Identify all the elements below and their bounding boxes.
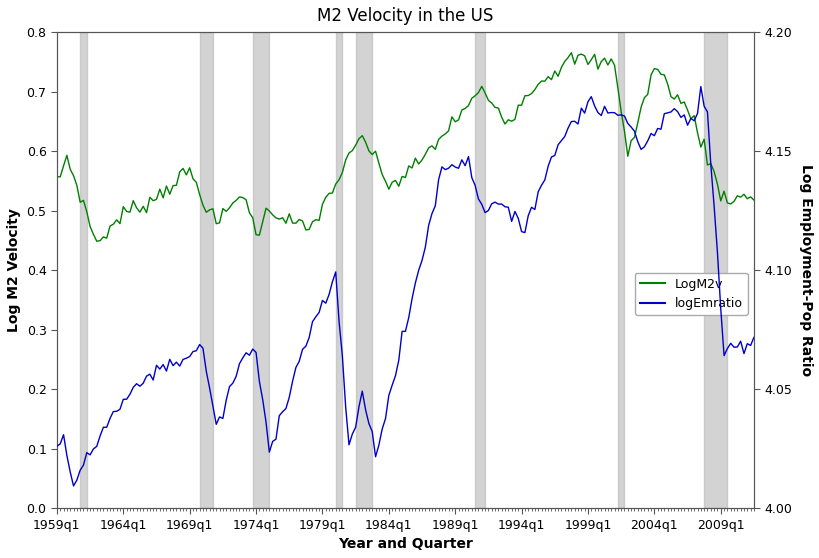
Bar xyxy=(199,32,213,508)
Bar xyxy=(80,32,87,508)
Title: M2 Velocity in the US: M2 Velocity in the US xyxy=(317,7,493,25)
Y-axis label: Log M2 Velocity: Log M2 Velocity xyxy=(7,208,21,332)
Y-axis label: Log Employment-Pop Ratio: Log Employment-Pop Ratio xyxy=(798,164,812,376)
Bar xyxy=(335,32,342,508)
Bar xyxy=(355,32,372,508)
X-axis label: Year and Quarter: Year and Quarter xyxy=(337,537,473,551)
Bar xyxy=(617,32,624,508)
Bar xyxy=(252,32,269,508)
Bar xyxy=(704,32,726,508)
Bar xyxy=(474,32,485,508)
Legend: LogM2v, logEmratio: LogM2v, logEmratio xyxy=(634,273,747,315)
